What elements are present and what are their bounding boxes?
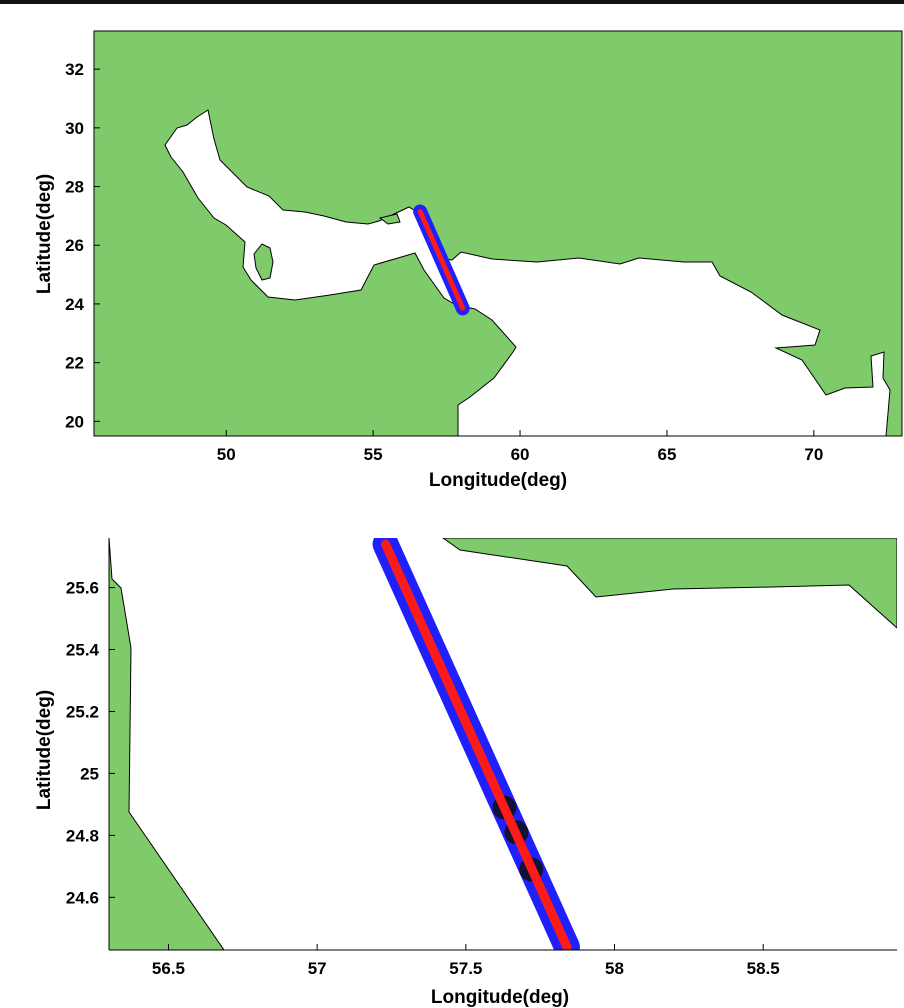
x-tick-label: 70 [804, 445, 823, 464]
plot-frame [93, 30, 903, 437]
track-line [417, 208, 466, 311]
y-axis-ticks: 24.6 24.8 25 25.2 25.4 25.6 [66, 579, 115, 907]
y-tick-label: 25.6 [66, 579, 99, 598]
x-tick-label: 58 [605, 959, 624, 978]
y-tick-label: 25.4 [66, 641, 100, 660]
y-tick-label: 32 [65, 60, 84, 79]
y-tick-label: 25 [80, 764, 99, 783]
y-tick-label: 28 [65, 178, 84, 197]
ship-track [413, 204, 470, 316]
y-tick-label: 24.6 [66, 888, 99, 907]
y-tick-label: 30 [65, 119, 84, 138]
land-mass-west [109, 538, 225, 950]
x-axis-ticks: 50 55 60 65 70 [217, 430, 823, 464]
x-tick-label: 60 [511, 445, 530, 464]
x-tick-label: 55 [364, 445, 383, 464]
x-tick-label: 56.5 [152, 959, 185, 978]
y-tick-label: 24.8 [66, 826, 99, 845]
overview-map-panel: 50 55 60 65 70 20 22 24 26 28 30 32 Longitude(deg)… [34, 30, 903, 491]
zoomed-map-panel: 56.5 57 57.5 58 58.5 24.624.82525.225.425.6 … [34, 538, 897, 1008]
x-tick-label: 57 [308, 959, 327, 978]
y-tick-label: 24 [65, 295, 84, 314]
track-markers [381, 539, 572, 950]
y-axis-label: Latitude(deg) [34, 174, 55, 294]
island [253, 243, 274, 281]
plot-area [109, 538, 897, 950]
x-tick-label: 65 [657, 445, 676, 464]
y-tick-label: 22 [65, 354, 84, 373]
x-tick-label: 58.5 [747, 959, 780, 978]
x-axis-ticks: 56.5 57 57.5 58 58.5 [152, 944, 780, 978]
top-border [0, 0, 904, 4]
x-axis-label: Longitude(deg) [429, 470, 567, 491]
x-tick-label: 57.5 [449, 959, 482, 978]
y-axis-label: Latitude(deg) [34, 690, 55, 810]
track-line [381, 539, 572, 950]
y-axis-ticks: 20 22 24 26 28 30 32 [65, 60, 100, 431]
y-tick-label: 26 [65, 236, 84, 255]
y-tick-label: 25.2 [66, 702, 99, 721]
x-axis-label: Longitude(deg) [431, 987, 569, 1008]
land-mass-north [442, 538, 897, 629]
land-mass [94, 31, 902, 436]
y-tick-label: 20 [65, 412, 84, 431]
strait-islets [378, 213, 401, 225]
x-tick-label: 50 [217, 445, 236, 464]
